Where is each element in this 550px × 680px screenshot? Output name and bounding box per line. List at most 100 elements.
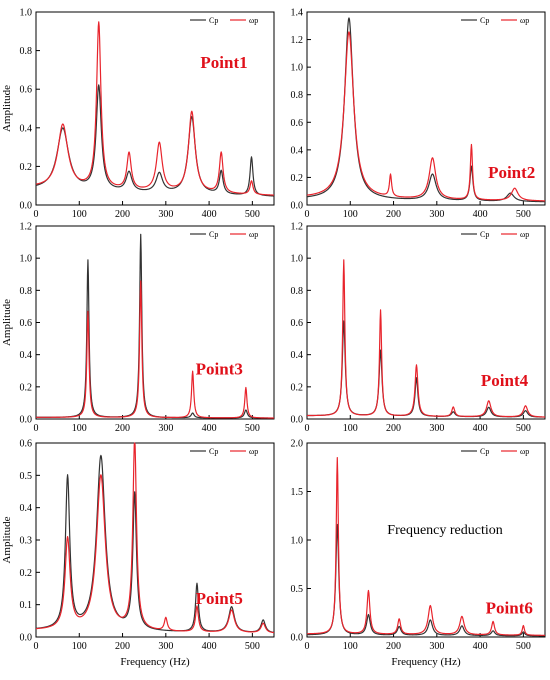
y-tick-label: 1.0 <box>20 8 33 19</box>
panel-2: 0.0 0.2 0.4 0.6 0.8 1.0 1.2 1.4 0 100 200 300 400 500… <box>291 8 546 220</box>
y-tick-label: 1.2 <box>291 222 304 233</box>
x-tick-label: 500 <box>516 209 531 220</box>
panel-6: 0.0 0.5 1.0 1.5 2.0 0 100 200 300 400 500 Cp ωp Point… <box>291 439 546 668</box>
x-tick-label: 400 <box>473 423 488 434</box>
y-tick-label: 0.6 <box>20 85 33 96</box>
x-tick-label: 400 <box>473 209 488 220</box>
x-tick-label: 100 <box>343 423 358 434</box>
legend-label: ωp <box>249 230 258 239</box>
y-tick-label: 0.0 <box>20 415 33 426</box>
y-tick-label: 0.3 <box>20 536 33 547</box>
y-tick-label: 0.8 <box>291 286 304 297</box>
series-line-wp <box>306 31 546 202</box>
y-tick-label: 0.2 <box>291 173 304 184</box>
point-label: Point2 <box>488 163 535 182</box>
annotation-text: Frequency reduction <box>387 523 502 538</box>
y-tick-label: 1.5 <box>291 487 304 498</box>
panel-4: 0.0 0.2 0.4 0.6 0.8 1.0 1.2 0 100 200 300 400 500 Cp ω… <box>291 222 546 434</box>
series-line-wp <box>35 280 275 419</box>
y-tick-label: 0.2 <box>291 382 304 393</box>
y-tick-label: 0.1 <box>20 600 33 611</box>
y-tick-label: 0.8 <box>291 90 304 101</box>
series-line-cp <box>35 84 275 197</box>
x-tick-label: 0 <box>305 423 310 434</box>
x-tick-label: 400 <box>473 641 488 652</box>
series-line-wp <box>306 456 546 636</box>
x-tick-label: 200 <box>386 423 401 434</box>
series-line-wp <box>35 442 275 634</box>
y-tick-label: 0.4 <box>20 123 33 134</box>
x-tick-label: 200 <box>115 423 130 434</box>
point-label: Point6 <box>486 599 533 618</box>
y-tick-label: 0.8 <box>20 46 33 57</box>
x-tick-label: 500 <box>245 423 260 434</box>
y-tick-label: 0.6 <box>291 318 304 329</box>
y-tick-label: 0.2 <box>20 382 33 393</box>
y-axis-title: Amplitude <box>1 299 13 346</box>
legend-label: ωp <box>249 447 258 456</box>
x-tick-label: 0 <box>34 641 39 652</box>
y-tick-label: 1.2 <box>20 222 33 233</box>
legend-label: ωp <box>520 447 529 456</box>
legend-label: ωp <box>520 16 529 25</box>
y-tick-label: 1.0 <box>291 63 304 74</box>
x-tick-label: 0 <box>34 423 39 434</box>
y-tick-label: 0.4 <box>291 145 304 156</box>
series-line-cp <box>35 233 275 419</box>
y-tick-label: 0.6 <box>291 118 304 129</box>
legend-label: Cp <box>209 447 218 456</box>
legend-label: ωp <box>249 16 258 25</box>
series-line-wp <box>35 21 275 196</box>
x-tick-label: 300 <box>429 209 444 220</box>
panel-5: 0.0 0.1 0.2 0.3 0.4 0.5 0.6 0 100 200 300 400 500 Cp ω… <box>1 439 275 668</box>
x-tick-label: 100 <box>343 209 358 220</box>
legend-label: Cp <box>209 230 218 239</box>
y-axis-title: Amplitude <box>1 516 13 563</box>
x-tick-label: 300 <box>158 641 173 652</box>
x-tick-label: 0 <box>305 209 310 220</box>
x-tick-label: 200 <box>115 641 130 652</box>
y-tick-label: 0.2 <box>20 568 33 579</box>
x-tick-label: 100 <box>343 641 358 652</box>
plot-frame <box>35 225 275 420</box>
x-tick-label: 0 <box>34 209 39 220</box>
x-tick-label: 300 <box>158 423 173 434</box>
y-tick-label: 0.0 <box>20 201 33 212</box>
legend-label: Cp <box>480 230 489 239</box>
point-label: Point1 <box>200 53 247 72</box>
x-tick-label: 500 <box>516 423 531 434</box>
y-tick-label: 2.0 <box>291 439 304 450</box>
y-tick-label: 0.0 <box>291 633 304 644</box>
panel-1: 0.0 0.2 0.4 0.6 0.8 1.0 0 100 200 300 400 500 Cp ωp Po… <box>1 8 275 220</box>
series-line-cp <box>306 523 546 637</box>
x-tick-label: 100 <box>72 209 87 220</box>
x-tick-label: 300 <box>429 641 444 652</box>
x-tick-label: 400 <box>202 209 217 220</box>
y-tick-label: 0.5 <box>20 471 33 482</box>
x-tick-label: 400 <box>202 641 217 652</box>
panel-3: 0.0 0.2 0.4 0.6 0.8 1.0 1.2 0 100 200 300 400 500 Cp ω… <box>1 222 275 434</box>
y-tick-label: 0.4 <box>20 350 33 361</box>
x-tick-label: 400 <box>202 423 217 434</box>
x-tick-label: 500 <box>245 641 260 652</box>
x-tick-label: 200 <box>386 641 401 652</box>
x-axis-title: Frequency (Hz) <box>120 656 190 668</box>
series-line-wp <box>306 259 546 418</box>
y-tick-label: 0.4 <box>20 503 33 514</box>
y-axis-title: Amplitude <box>1 85 13 132</box>
x-tick-label: 500 <box>245 209 260 220</box>
y-tick-label: 0.5 <box>291 584 304 595</box>
x-tick-label: 200 <box>115 209 130 220</box>
point-label: Point3 <box>196 360 243 379</box>
y-tick-label: 1.0 <box>291 536 304 547</box>
y-tick-label: 0.8 <box>20 286 33 297</box>
x-tick-label: 500 <box>516 641 531 652</box>
x-tick-label: 300 <box>158 209 173 220</box>
y-tick-label: 1.0 <box>20 254 33 265</box>
y-tick-label: 0.0 <box>20 633 33 644</box>
y-tick-label: 1.0 <box>291 254 304 265</box>
plot-frame <box>35 11 275 206</box>
legend-label: Cp <box>480 447 489 456</box>
legend-label: Cp <box>209 16 218 25</box>
